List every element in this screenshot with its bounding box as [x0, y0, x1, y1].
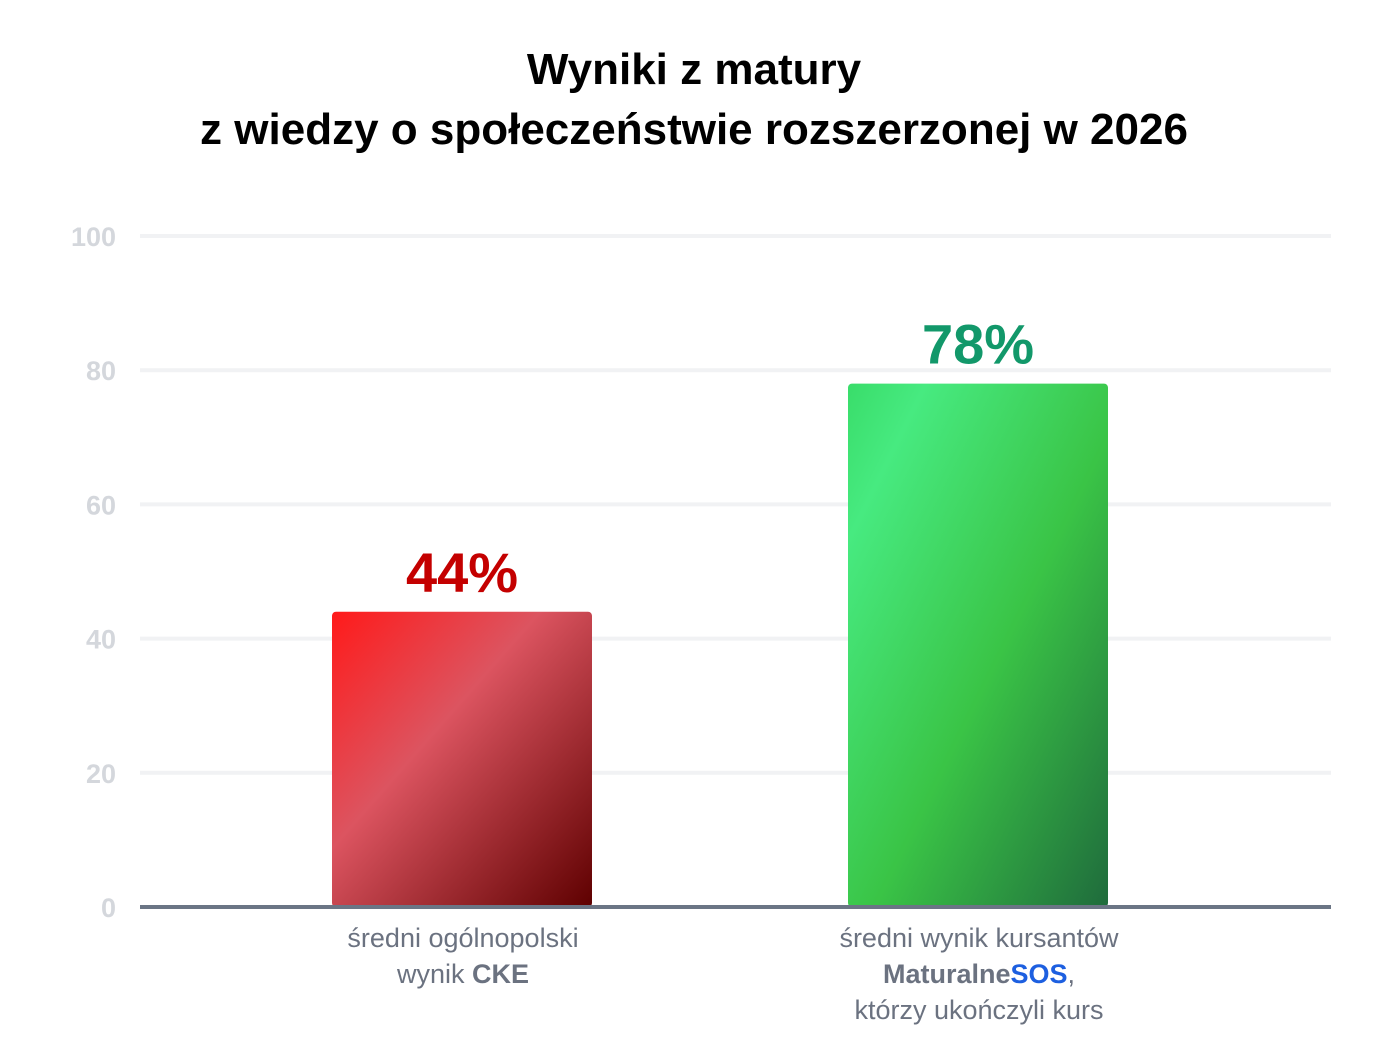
x-label-cke-line-2: wynik CKE — [253, 956, 673, 992]
x-label-sos-brand: MaturalneSOS, — [769, 956, 1189, 992]
grid-lines — [140, 234, 1331, 775]
title-line-1: Wyniki z matury — [526, 45, 862, 94]
x-label-maturalnesos: średni wynik kursantów MaturalneSOS, któ… — [769, 920, 1189, 1028]
x-label-cke-line-1: średni ogólnopolski — [347, 923, 579, 953]
brand-comma: , — [1067, 959, 1076, 989]
x-label-sos-line-1: średni wynik kursantów — [839, 923, 1119, 953]
y-tick-label-40: 40 — [86, 625, 116, 655]
y-tick-label-80: 80 — [86, 356, 116, 386]
x-label-cke-bold: CKE — [472, 959, 530, 989]
x-label-cke-wynik: wynik — [396, 959, 472, 989]
data-label-2: 78% — [922, 313, 1034, 376]
y-tick-label-100: 100 — [71, 222, 116, 252]
y-tick-label-60: 60 — [86, 490, 116, 520]
x-label-cke: średni ogólnopolski wynik CKE — [253, 920, 673, 992]
y-tick-label-0: 0 — [101, 893, 116, 923]
y-tick-label-20: 20 — [86, 759, 116, 789]
x-label-sos-line-3: którzy ukończyli kurs — [854, 995, 1104, 1025]
bars — [332, 383, 1108, 907]
bar-1 — [332, 611, 592, 907]
brand-name-part-2: SOS — [1010, 959, 1068, 989]
data-label-1: 44% — [406, 541, 518, 604]
chart-title: Wyniki z matury z wiedzy o społeczeństwi… — [0, 40, 1388, 160]
bar-2 — [848, 383, 1108, 907]
data-labels: 44% 78% — [406, 313, 1034, 604]
title-line-2: z wiedzy o społeczeństwie rozszerzonej w… — [200, 105, 1188, 154]
brand-name-part-1: Maturalne — [882, 959, 1011, 989]
y-axis-ticks: 0 20 40 60 80 100 — [71, 222, 116, 923]
